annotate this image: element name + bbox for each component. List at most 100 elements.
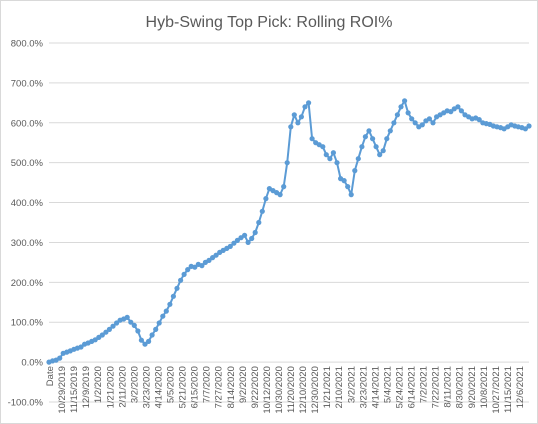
gridlines [49,42,529,403]
x-tick-label: 3/23/2020 [141,366,152,408]
x-tick-label: 10/29/2019 [57,366,68,414]
data-point [259,208,265,214]
data-point [430,120,436,126]
data-point [302,104,308,110]
data-point [245,239,251,245]
y-tick-label: 100.0% [11,318,44,329]
data-point [373,144,379,150]
data-point [288,124,294,130]
data-point [138,337,144,343]
data-point [345,184,351,190]
x-axis-title-date: Date [45,366,56,386]
chart-title: Hyb-Swing Top Pick: Rolling ROI% [146,14,393,31]
x-tick-label: 9/22/2020 [250,366,261,408]
data-point [103,329,109,335]
x-tick-label: 11/20/2020 [286,366,297,413]
data-point [185,267,191,273]
data-point [359,144,365,150]
data-point [323,152,329,158]
data-point [409,116,415,122]
data-point [242,232,248,238]
x-tick-label: 5/24/2021 [394,366,405,408]
y-tick-label: 0.0% [21,358,43,369]
data-point [348,192,354,198]
data-point [284,160,290,166]
x-tick-label: 9/2/2020 [238,366,249,403]
y-tick-label: 700.0% [11,78,44,89]
x-tick-label: 9/20/2021 [467,366,478,408]
data-point [110,323,116,329]
data-point [405,110,411,116]
data-point [256,219,262,226]
data-point [263,196,269,202]
data-point [281,184,287,190]
data-point [181,271,187,277]
data-point [330,150,336,156]
data-point [522,126,529,132]
data-point [370,136,376,142]
x-tick-label: 7/27/2020 [214,366,225,408]
data-point [170,293,176,299]
data-point [377,152,383,158]
data-point [249,235,255,242]
x-tick-label: 2/10/2021 [334,366,345,408]
x-tick-label: 7/7/2020 [202,366,213,403]
x-tick-label: 6/15/2020 [190,366,201,408]
data-point [380,148,386,154]
data-point [320,144,326,150]
data-point [355,156,361,162]
data-point [295,120,301,126]
data-point [402,98,408,104]
data-point [291,112,297,118]
data-point [412,120,418,126]
data-point [362,134,368,140]
x-tick-label: 10/8/2021 [479,366,490,408]
y-axis-tick-labels: -100.0% 0.0% 100.0% 200.0% 300.0% 400.0% 500.0… [8,39,44,409]
data-point [131,322,137,328]
data-point [78,344,84,350]
x-tick-label: 10/12/2020 [262,366,273,414]
x-axis-tick-labels: Date 10/29/2019 11/15/2019 12/9/2019 1/2/202… [45,366,526,414]
data-point [366,128,372,134]
data-point [252,229,258,236]
data-point [476,117,482,123]
x-tick-label: 12/10/2020 [298,366,309,414]
y-tick-label: 400.0% [11,198,44,209]
y-tick-label: 800.0% [11,39,44,50]
data-point [142,341,148,347]
data-point [391,120,397,126]
data-point [231,240,237,246]
data-point [156,320,162,326]
x-tick-label: 1/2/2020 [93,366,104,403]
data-point [387,128,393,134]
y-tick-label: 300.0% [11,238,44,249]
data-point [199,263,205,269]
data-point [167,301,173,307]
data-point [352,168,358,174]
x-tick-label: 3/2/2021 [346,366,357,403]
data-point [192,264,198,270]
data-point [309,136,315,142]
data-point [426,116,432,122]
series-line [48,99,530,364]
data-point [341,178,347,184]
x-tick-label: 5/21/2020 [178,366,189,408]
x-tick-label: 8/11/2021 [443,366,454,408]
data-point [149,332,155,338]
data-point [174,285,180,291]
data-point [128,319,134,325]
data-point [206,257,212,263]
data-point [398,104,404,110]
data-point [277,192,283,198]
x-tick-label: 10/27/2021 [491,366,502,414]
x-tick-label: 8/30/2021 [455,366,466,408]
x-tick-label: 3/23/2021 [358,366,369,408]
data-point [163,308,169,314]
x-tick-label: 12/6/2021 [515,366,526,408]
data-point [146,338,152,344]
x-tick-label: 5/5/2020 [166,366,177,403]
data-point [298,114,304,120]
data-point [334,160,340,166]
data-point [419,122,425,128]
